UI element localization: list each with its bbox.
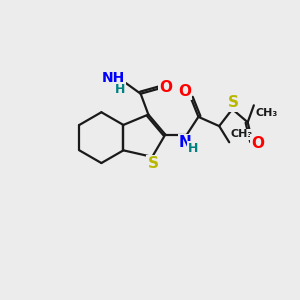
- Text: H: H: [188, 142, 198, 155]
- Text: S: S: [228, 95, 239, 110]
- Text: H: H: [115, 83, 125, 96]
- Text: O: O: [251, 136, 264, 151]
- Text: CH₃: CH₃: [255, 108, 278, 118]
- Text: N: N: [179, 135, 192, 150]
- Text: O: O: [159, 80, 172, 95]
- Text: CH₃: CH₃: [231, 129, 253, 139]
- Text: NH: NH: [102, 71, 125, 85]
- Text: O: O: [178, 84, 191, 99]
- Text: S: S: [148, 156, 158, 171]
